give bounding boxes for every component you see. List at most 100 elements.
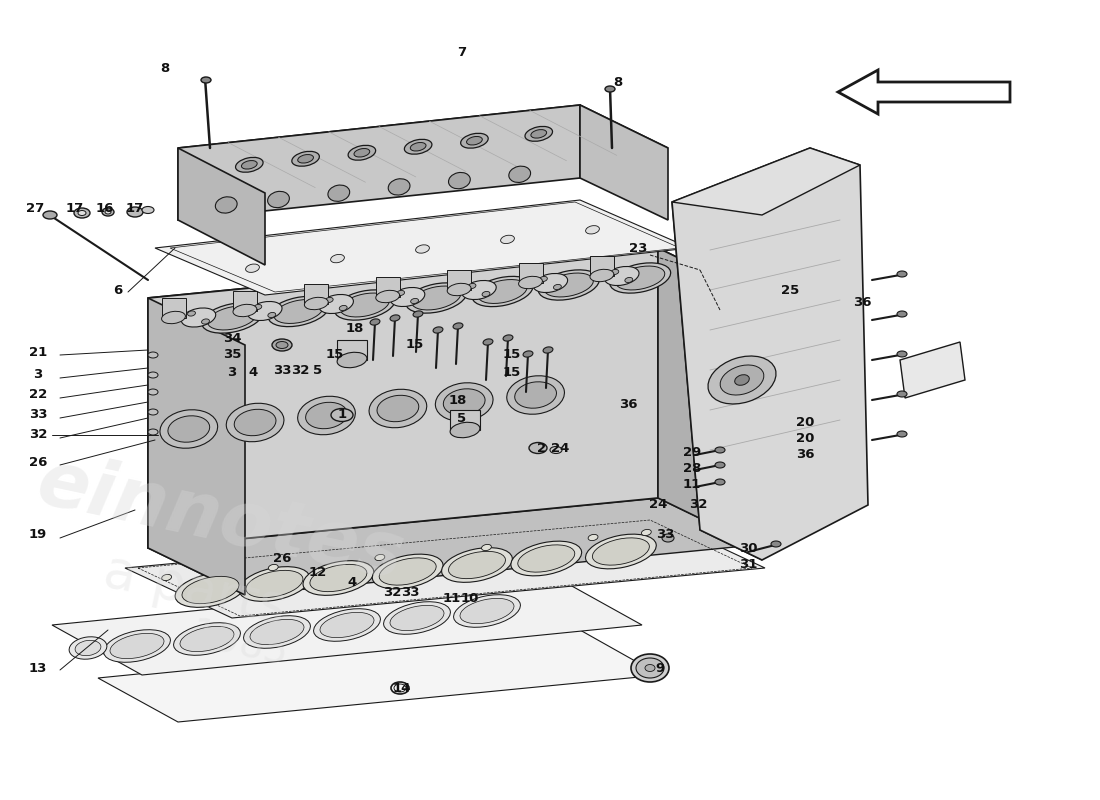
Text: 36: 36 [795, 449, 814, 462]
Ellipse shape [328, 185, 350, 202]
Text: 25: 25 [781, 283, 799, 297]
Ellipse shape [896, 391, 907, 397]
Polygon shape [518, 262, 542, 282]
Ellipse shape [605, 266, 639, 286]
Polygon shape [376, 277, 399, 297]
Ellipse shape [302, 561, 374, 595]
Ellipse shape [411, 286, 461, 310]
Ellipse shape [314, 609, 381, 642]
Ellipse shape [370, 319, 379, 325]
Ellipse shape [525, 126, 552, 142]
Ellipse shape [239, 566, 310, 602]
Ellipse shape [148, 352, 158, 358]
Ellipse shape [593, 538, 649, 565]
Ellipse shape [482, 291, 490, 297]
Ellipse shape [292, 151, 319, 166]
Text: a parts: a parts [99, 546, 290, 634]
Ellipse shape [268, 313, 276, 318]
Ellipse shape [482, 544, 492, 550]
Ellipse shape [462, 281, 496, 299]
Text: 1: 1 [338, 409, 346, 422]
Text: 10: 10 [461, 591, 480, 605]
Ellipse shape [544, 273, 593, 297]
Text: 32: 32 [383, 586, 402, 598]
Text: 2: 2 [538, 442, 547, 454]
Ellipse shape [375, 554, 385, 561]
Text: 20: 20 [795, 415, 814, 429]
Ellipse shape [337, 352, 367, 368]
Ellipse shape [182, 308, 216, 327]
Ellipse shape [354, 149, 370, 157]
Ellipse shape [460, 598, 514, 624]
Ellipse shape [518, 276, 542, 289]
Ellipse shape [771, 541, 781, 547]
Text: 34: 34 [222, 331, 241, 345]
Ellipse shape [410, 298, 418, 303]
Polygon shape [148, 298, 245, 595]
Text: 36: 36 [852, 295, 871, 309]
Ellipse shape [543, 347, 553, 353]
Ellipse shape [507, 376, 564, 414]
Text: 11: 11 [683, 478, 701, 491]
Ellipse shape [268, 564, 278, 570]
Ellipse shape [243, 616, 310, 648]
Ellipse shape [509, 166, 530, 182]
Ellipse shape [298, 154, 314, 163]
Ellipse shape [201, 319, 209, 324]
Ellipse shape [450, 422, 480, 438]
Polygon shape [233, 290, 257, 310]
Polygon shape [148, 498, 755, 595]
Text: 23: 23 [629, 242, 647, 254]
Text: 32: 32 [290, 363, 309, 377]
Ellipse shape [500, 235, 515, 243]
Ellipse shape [379, 558, 437, 585]
Text: 3: 3 [228, 366, 236, 378]
Ellipse shape [320, 612, 374, 638]
Ellipse shape [142, 206, 154, 214]
Ellipse shape [372, 554, 443, 589]
Text: 16: 16 [96, 202, 114, 214]
Ellipse shape [168, 416, 210, 442]
Ellipse shape [406, 283, 466, 313]
Text: 5: 5 [314, 363, 322, 377]
Ellipse shape [515, 382, 557, 408]
Ellipse shape [102, 208, 114, 216]
Ellipse shape [201, 303, 263, 333]
Ellipse shape [585, 226, 600, 234]
Text: 24: 24 [551, 442, 569, 454]
Ellipse shape [715, 447, 725, 453]
Text: 4: 4 [348, 575, 356, 589]
Ellipse shape [227, 403, 284, 442]
Ellipse shape [334, 290, 395, 320]
Ellipse shape [636, 658, 664, 678]
Ellipse shape [126, 207, 143, 217]
Text: 14: 14 [393, 682, 411, 694]
Text: 21: 21 [29, 346, 47, 358]
Ellipse shape [319, 294, 353, 314]
Text: 35: 35 [223, 349, 241, 362]
Ellipse shape [69, 637, 107, 659]
Ellipse shape [715, 479, 725, 485]
Ellipse shape [233, 304, 256, 317]
Ellipse shape [208, 306, 256, 330]
Ellipse shape [110, 634, 164, 658]
Ellipse shape [531, 130, 547, 138]
Ellipse shape [43, 211, 57, 219]
Polygon shape [98, 630, 660, 722]
Text: 3: 3 [33, 369, 43, 382]
Ellipse shape [410, 142, 426, 151]
Ellipse shape [339, 306, 348, 310]
Ellipse shape [174, 622, 241, 655]
Polygon shape [162, 298, 186, 318]
Ellipse shape [466, 137, 482, 145]
Text: 11: 11 [443, 591, 461, 605]
Ellipse shape [405, 139, 432, 154]
Text: 8: 8 [161, 62, 169, 74]
Text: 33: 33 [400, 586, 419, 598]
Text: 19: 19 [29, 529, 47, 542]
Ellipse shape [631, 654, 669, 682]
Text: 33: 33 [29, 409, 47, 422]
Ellipse shape [477, 279, 527, 303]
Ellipse shape [443, 389, 485, 415]
Polygon shape [838, 70, 1010, 114]
